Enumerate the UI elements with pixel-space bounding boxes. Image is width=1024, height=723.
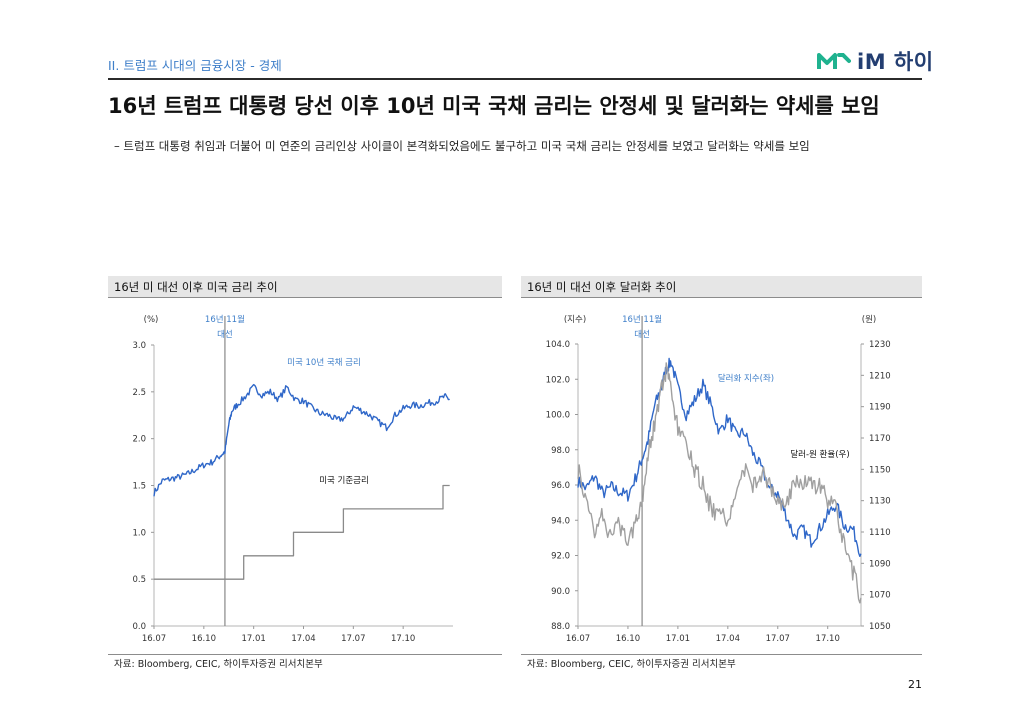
y-tick-label: 90.0 (551, 587, 570, 597)
x-tick-label: 17.10 (816, 634, 840, 644)
y-tick-label: 94.0 (551, 516, 570, 526)
election-label: 대선 (634, 330, 650, 340)
election-label: 16년 11월 (622, 314, 662, 325)
x-tick-label: 16.07 (566, 634, 590, 644)
y-tick-label: 2.5 (132, 388, 146, 398)
left-chart-source: 자료: Bloomberg, CEIC, 하이투자증권 리서치본부 (108, 654, 502, 674)
y-tick-label: 98.0 (551, 446, 570, 456)
summary-bullet: – 트럼프 대통령 취임과 더불어 미 연준의 금리인상 사이클이 본격화되었음… (114, 139, 810, 153)
y2-tick-label: 1170 (869, 434, 891, 444)
x-tick-label: 17.01 (666, 634, 690, 644)
header-divider (108, 78, 922, 80)
election-label: 대선 (217, 330, 233, 340)
x-tick-label: 17.10 (391, 634, 415, 644)
left-chart-title: 16년 미 대선 이후 미국 금리 추이 (108, 276, 502, 298)
x-tick-label: 17.07 (341, 634, 365, 644)
dollar-index-legend-label: 달러화 지수(좌) (718, 373, 774, 384)
y-tick-label: 1.0 (132, 528, 146, 538)
page-number: 21 (908, 678, 922, 691)
us-policy-rate-line (154, 484, 450, 580)
y2-tick-label: 1130 (869, 497, 891, 507)
right-chart-title: 16년 미 대선 이후 달러화 추이 (521, 276, 922, 298)
usd-krw-line (577, 362, 862, 604)
y-unit-label: (%) (144, 315, 159, 325)
section-title: II. 트럼프 시대의 금융시장 - 경제 (108, 58, 282, 73)
y-tick-label: 0.0 (132, 622, 146, 632)
y-unit-label: (지수) (564, 315, 586, 325)
us-10y-yield-line (153, 383, 450, 497)
x-tick-label: 16.10 (192, 634, 216, 644)
x-tick-label: 17.01 (241, 634, 265, 644)
usd-krw-legend-label: 달러-원 환율(우) (790, 449, 849, 460)
right-chart-source: 자료: Bloomberg, CEIC, 하이투자증권 리서치본부 (521, 654, 922, 674)
y2-tick-label: 1110 (869, 528, 891, 538)
dollar-index-line (577, 357, 862, 557)
dollar-chart: 88.0 90.0 92.0 94.0 96.0 98.0 100.0 102.0 104.0 1… (546, 314, 891, 644)
brand-mark-icon (817, 53, 851, 69)
y2-tick-label: 1210 (869, 371, 891, 381)
y-tick-label: 2.0 (132, 435, 146, 445)
y-tick-label: 100.0 (546, 411, 570, 421)
x-tick-label: 16.07 (142, 634, 166, 644)
brand-logo-text: iM 하이 (857, 50, 934, 74)
y2-tick-label: 1050 (869, 622, 891, 632)
y-tick-label: 0.5 (132, 575, 146, 585)
x-tick-label: 17.07 (766, 634, 790, 644)
rate-chart: 0.0 0.5 1.0 1.5 2.0 2.5 3.0 16.07 16.10 17.01 17.0… (132, 314, 453, 644)
y-tick-label: 102.0 (546, 375, 570, 385)
y2-tick-label: 1150 (869, 465, 891, 475)
y-tick-label: 3.0 (132, 341, 146, 351)
page-title: 16년 트럼프 대통령 당선 이후 10년 미국 국채 금리는 안정세 및 달러… (108, 94, 880, 118)
y2-unit-label: (원) (862, 315, 876, 325)
y-tick-label: 104.0 (546, 340, 570, 350)
brand-logo: iM 하이 (817, 48, 934, 74)
x-tick-label: 17.04 (716, 634, 740, 644)
y2-tick-label: 1070 (869, 591, 891, 601)
us-10y-yield-legend-label: 미국 10년 국채 금리 (287, 357, 361, 368)
us-policy-rate-legend-label: 미국 기준금리 (319, 476, 369, 486)
y-tick-label: 1.5 (132, 482, 146, 492)
y-tick-label: 88.0 (551, 622, 570, 632)
y2-tick-label: 1090 (869, 559, 891, 569)
y-tick-label: 92.0 (551, 552, 570, 562)
election-label: 16년 11월 (205, 314, 245, 325)
x-tick-label: 16.10 (616, 634, 640, 644)
y-tick-label: 96.0 (551, 481, 570, 491)
y2-tick-label: 1190 (869, 403, 891, 413)
y2-tick-label: 1230 (869, 340, 891, 350)
x-tick-label: 17.04 (291, 634, 315, 644)
